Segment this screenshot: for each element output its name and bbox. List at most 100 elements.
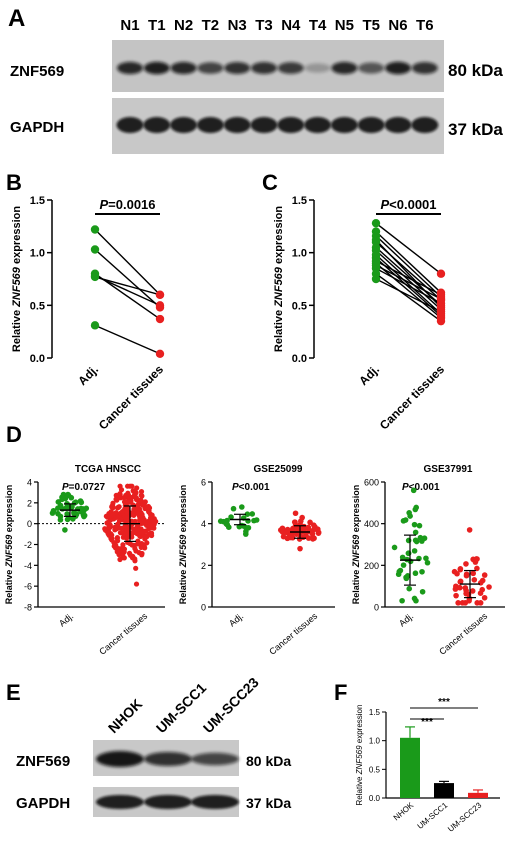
bar-um-scc1 [434,783,454,798]
cancer-point [117,556,123,563]
znf569-bands [117,61,438,75]
gapdh-bands-e [96,795,239,809]
lane-label-n3: N3 [228,17,247,34]
y-tick-label: 0.0 [369,794,381,803]
adj-point [73,511,80,518]
cancer-point [125,490,131,496]
x-tick-label-nhok: NHOK [392,800,416,822]
lane-label-n1: N1 [120,17,139,34]
y-axis-label-gene: ZNF569 [178,535,188,569]
lane-label-t1: T1 [148,17,166,34]
adj-point [243,528,249,535]
band-znf569-n3 [224,62,251,74]
cancer-point [133,581,140,587]
cancer-point [463,590,469,597]
cancer-point [124,509,130,515]
panel-letter-a: A [8,5,25,32]
adj-point [391,544,398,551]
cancer-point [110,503,116,509]
row-label-znf569-e: ZNF569 [16,753,70,770]
cancer-point [124,504,130,510]
pair-line [94,248,161,308]
cancer-point [109,537,115,543]
cancer-point [113,496,119,502]
chart-c: 0.0 0.5 1.0 1.5 Relative ZNF569 expression P<… [273,195,447,433]
cancer-point [477,600,484,606]
adj-point [411,548,418,554]
pair-line [375,250,442,311]
y-tick-label: 1.0 [369,737,381,746]
adj-point [249,511,256,517]
cancer-point [122,523,128,529]
cancer-point [471,577,478,583]
cancer-point [463,572,470,579]
y-axis-label-post: expression [11,206,23,267]
y-tick-label: 1.5 [30,195,45,207]
cancer-point [139,530,145,536]
adj-point [371,256,381,266]
adj-point [64,516,71,523]
znf569-bands-e [96,751,239,767]
band-gapdh-t3 [250,117,278,133]
y-axis-label-pre: Relative [351,567,361,604]
cancer-point [129,483,135,489]
adj-point [399,597,405,604]
panel-b: B 0.0 0.5 1.0 1.5 Relative ZNF569 expression… [6,170,166,433]
x-tick-label-adj: Adj. [227,611,245,629]
cancer-point [134,485,140,491]
pair-line [94,275,161,306]
adj-point [62,495,69,502]
band-znf569-n5 [331,61,358,75]
p-value-p: P [380,197,389,212]
adj-point [50,507,57,514]
pair-line [94,228,161,296]
cancer-point [466,527,473,533]
lane-label-um-scc1: UM-SCC1 [153,680,210,737]
lane-label-n6: N6 [388,17,407,34]
adj-point [403,574,409,581]
pair-line [375,239,442,308]
y-tick-label: 1.0 [292,248,307,260]
cancer-point [104,520,110,526]
band-gapdh-n5 [330,117,358,133]
pair-line [94,276,161,296]
size-label-37kda: 37 kDa [448,120,503,139]
cancer-point [126,550,133,556]
cancer-point [453,583,459,590]
adj-point [421,535,428,542]
cancer-point [121,495,127,501]
chart-f: 0.0 0.5 1.0 1.5 Relative ZNF569 expression NH… [355,697,500,834]
pair-line [94,324,161,355]
p-value-p: P [402,482,409,493]
x-tick-label-um-scc23: UM-SCC23 [446,800,484,834]
cancer-point [463,561,469,567]
cancer-point [112,524,118,530]
adj-point [410,487,417,494]
adj-point [413,538,420,545]
adj-point [399,554,406,561]
adj-point [371,235,381,245]
y-tick-label: -2 [24,540,32,550]
cancer-point [151,521,157,527]
cancer-point [135,541,141,547]
adj-point [402,517,409,523]
adj-point [244,511,251,518]
cancer-point [120,542,126,548]
band-gapdh-n3 [223,117,251,133]
adj-point [411,595,418,602]
cancer-point [116,552,122,558]
chart-d-tcga: TCGA HNSCC -8 -6 -4 -2 0 2 4 Relative ZNF569 exp… [4,464,165,657]
adj-point [90,245,100,254]
y-axis-label-gene: ZNF569 [355,745,364,775]
lane-label-t2: T2 [202,17,220,34]
adj-point [371,218,381,228]
y-tick-label: 0.0 [30,353,45,365]
p-value-p: P [62,482,69,493]
cancer-point [113,510,119,516]
lane-label-nhok: NHOK [105,696,145,736]
cancer-point [121,546,128,552]
cancer-point [133,565,139,571]
y-tick-label: 0 [27,519,32,529]
